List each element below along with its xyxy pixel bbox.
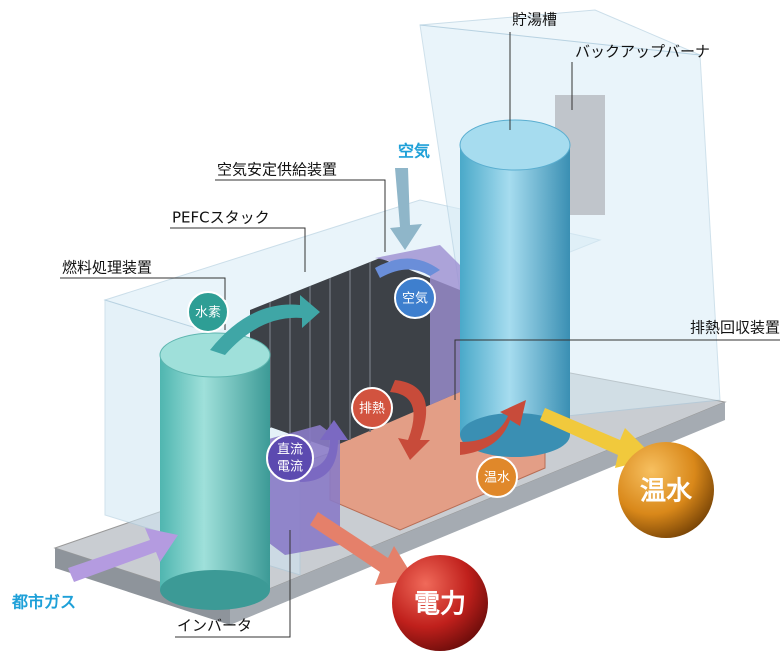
badge-label: 温水 xyxy=(484,471,510,486)
input-label: 空気 xyxy=(398,142,430,161)
output-label: 電力 xyxy=(414,590,466,620)
badge-label: 電流 xyxy=(277,460,303,475)
callout-label: バックアップバーナ xyxy=(575,43,710,61)
input-label: 都市ガス xyxy=(11,593,76,612)
fuel-processor xyxy=(160,333,270,610)
callout-label: PEFCスタック xyxy=(172,209,270,227)
callout-label: 燃料処理装置 xyxy=(62,259,152,277)
badge-label: 水素 xyxy=(195,306,221,321)
callout-label: インバータ xyxy=(177,617,252,635)
callout-label: 排熱回収装置 xyxy=(690,319,780,337)
badge-label: 直流 xyxy=(277,443,303,458)
callout-label: 貯湯槽 xyxy=(512,11,557,29)
badge-label: 排熱 xyxy=(359,402,385,417)
badge-label: 空気 xyxy=(402,291,428,307)
output-label: 温水 xyxy=(640,477,693,507)
callout-label: 空気安定供給装置 xyxy=(217,161,337,179)
diagram: 貯湯槽 バックアップバーナ 空気安定供給装置 PEFCスタック 燃料処理装置 排… xyxy=(0,0,782,653)
